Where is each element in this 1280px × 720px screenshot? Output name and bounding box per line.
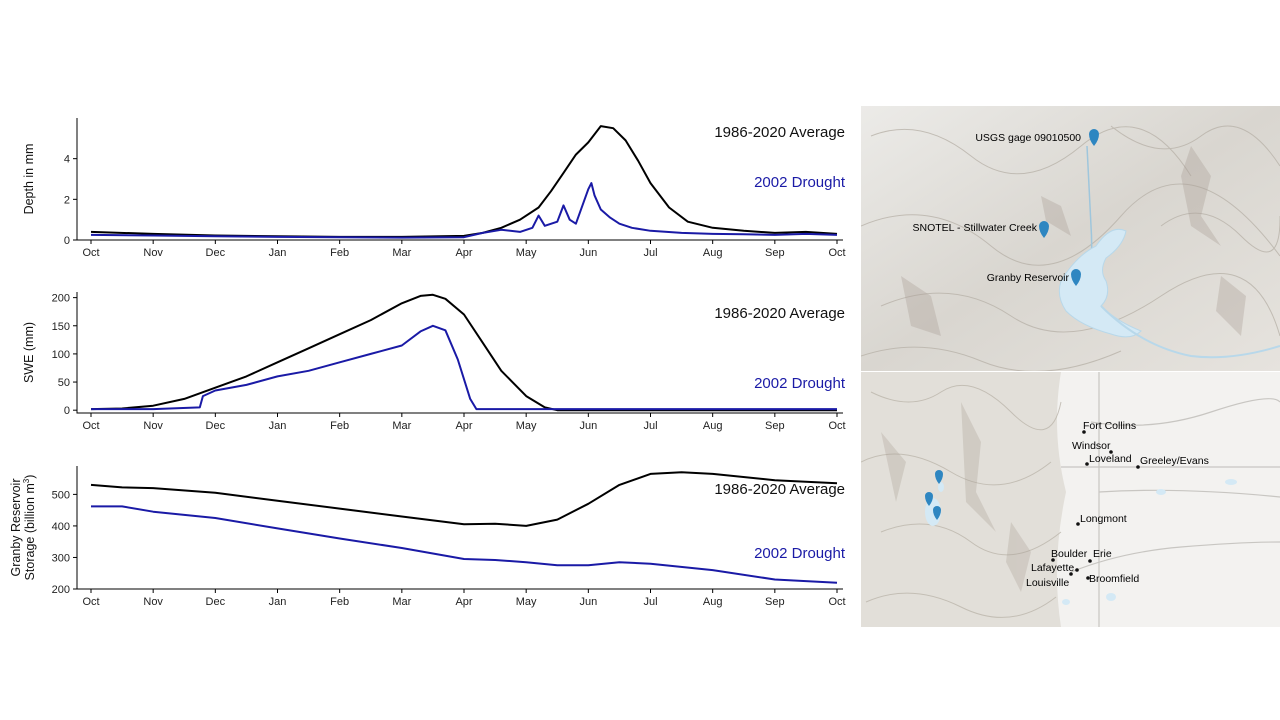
y-tick-label: 200 <box>52 584 70 596</box>
x-tick-label: Jan <box>269 420 287 432</box>
drought-series-line <box>91 324 837 411</box>
y-tick-label: 0 <box>64 405 70 417</box>
y-tick-label: 50 <box>58 377 70 389</box>
label-granby-reservoir: Granby Reservoir <box>987 272 1070 284</box>
x-tick-label: Oct <box>828 420 845 432</box>
y-axis-label-units: Storage (billion m3) <box>22 475 37 581</box>
drought-series-line <box>90 182 838 239</box>
y-tick-label: 200 <box>52 293 70 305</box>
average-series-line <box>90 293 837 412</box>
x-tick-label: Dec <box>206 247 226 259</box>
label-louisville: Louisville <box>1026 577 1069 589</box>
drought-annotation: 2002 Drought <box>754 174 846 191</box>
label-loveland: Loveland <box>1089 453 1132 465</box>
average-annotation: 1986-2020 Average <box>714 481 845 498</box>
x-tick-label: Mar <box>392 596 411 608</box>
x-tick-label: Jan <box>269 247 287 259</box>
map-upper-basin: USGS gage 09010500 SNOTEL - Stillwater C… <box>861 106 1280 371</box>
x-tick-label: Jul <box>643 596 657 608</box>
y-tick-label: 0 <box>64 235 70 247</box>
x-tick-label: Nov <box>143 247 163 259</box>
label-boulder: Boulder <box>1051 548 1088 560</box>
x-tick-label: Mar <box>392 247 411 259</box>
x-tick-label: Apr <box>455 596 472 608</box>
x-tick-label: Oct <box>82 247 99 259</box>
label-erie: Erie <box>1093 548 1112 560</box>
label-snotel: SNOTEL - Stillwater Creek <box>913 222 1038 234</box>
y-tick-label: 150 <box>52 321 70 333</box>
y-tick-label: 300 <box>52 552 70 564</box>
depth-chart: 0 2 4 Oct Nov Dec Jan Feb Mar Apr May Jun Jul Aug Sep O… <box>22 118 846 259</box>
x-tick-label: May <box>516 596 537 608</box>
swe-chart: 0 50 100 150 200 Oct Nov Dec Jan Feb Mar Apr May Jun J… <box>22 292 846 432</box>
x-tick-label: Jun <box>579 420 597 432</box>
storage-chart: 200 300 400 500 Oct Nov Dec Jan Feb Mar Apr May Jun J… <box>9 466 846 608</box>
city-dots <box>1051 430 1140 580</box>
granby-reservoir-water <box>1058 228 1142 338</box>
label-fort-collins: Fort Collins <box>1083 420 1136 432</box>
x-tick-label: Oct <box>82 596 99 608</box>
y-tick-label: 2 <box>64 194 70 206</box>
average-series-line <box>90 125 838 238</box>
x-tick-label: Dec <box>206 420 226 432</box>
label-longmont: Longmont <box>1080 513 1127 525</box>
map-front-range: Fort Collins Windsor Loveland Greeley/Ev… <box>861 372 1280 627</box>
front-range-marker-icon <box>933 506 941 520</box>
x-tick-label: Aug <box>703 596 723 608</box>
label-windsor: Windsor <box>1072 440 1111 452</box>
x-tick-label: Sep <box>765 596 785 608</box>
x-tick-label: Dec <box>206 596 226 608</box>
x-tick-label: Jun <box>579 247 597 259</box>
x-tick-label: Jan <box>269 596 287 608</box>
x-tick-label: May <box>516 247 537 259</box>
x-tick-label: Jun <box>579 596 597 608</box>
gage-marker-icon <box>1089 129 1099 146</box>
reservoir-marker-icon <box>1071 269 1081 286</box>
label-lafayette: Lafayette <box>1031 562 1074 574</box>
x-tick-label: Sep <box>765 420 785 432</box>
front-range-marker-icon <box>925 492 933 506</box>
x-tick-label: Apr <box>455 420 472 432</box>
x-tick-label: Oct <box>828 596 845 608</box>
drought-annotation: 2002 Drought <box>754 375 846 392</box>
y-tick-label: 500 <box>52 489 70 501</box>
label-greeley-evans: Greeley/Evans <box>1140 455 1209 467</box>
label-usgs-gage: USGS gage 09010500 <box>975 132 1081 144</box>
y-tick-label: 100 <box>52 349 70 361</box>
y-tick-label: 400 <box>52 521 70 533</box>
average-series-line <box>90 471 838 527</box>
x-tick-label: Oct <box>82 420 99 432</box>
x-tick-label: Feb <box>330 247 349 259</box>
x-tick-label: Sep <box>765 247 785 259</box>
x-tick-label: Nov <box>143 596 163 608</box>
x-tick-label: Apr <box>455 247 472 259</box>
x-tick-label: Nov <box>143 420 163 432</box>
average-annotation: 1986-2020 Average <box>714 124 845 141</box>
maps-panel: USGS gage 09010500 SNOTEL - Stillwater C… <box>861 106 1280 627</box>
y-axis-label: SWE (mm) <box>22 322 36 383</box>
x-tick-label: Jul <box>643 247 657 259</box>
axis-lines <box>76 292 843 414</box>
x-tick-label: Jul <box>643 420 657 432</box>
y-tick-label: 4 <box>64 154 70 166</box>
x-tick-label: Feb <box>330 596 349 608</box>
y-axis-label: Granby Reservoir <box>9 479 23 577</box>
x-tick-label: Feb <box>330 420 349 432</box>
label-broomfield: Broomfield <box>1089 573 1139 585</box>
y-axis-label: Depth in mm <box>22 144 36 215</box>
average-annotation: 1986-2020 Average <box>714 305 845 322</box>
x-tick-label: Aug <box>703 247 723 259</box>
x-tick-label: May <box>516 420 537 432</box>
x-tick-label: Mar <box>392 420 411 432</box>
x-tick-label: Oct <box>828 247 845 259</box>
drought-series-line <box>91 505 838 584</box>
drought-annotation: 2002 Drought <box>754 545 846 562</box>
charts-figure: 0 2 4 Oct Nov Dec Jan Feb Mar Apr May Jun Jul Aug Sep O… <box>9 118 846 608</box>
x-tick-label: Aug <box>703 420 723 432</box>
snotel-marker-icon <box>1039 221 1049 238</box>
front-range-marker-icon <box>935 470 943 484</box>
